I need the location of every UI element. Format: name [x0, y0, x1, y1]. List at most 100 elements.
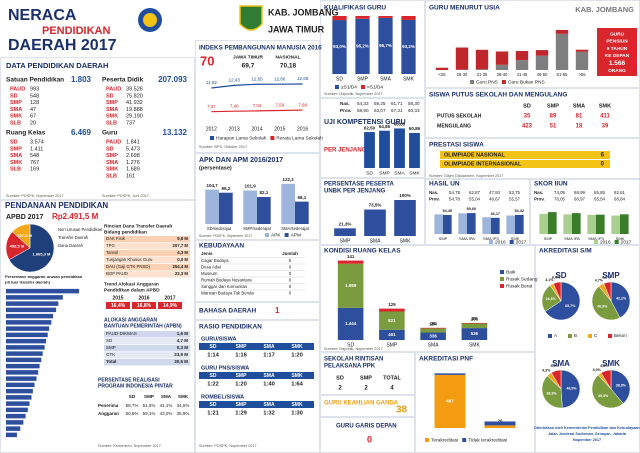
section-title: KONDISI RUANG KELAS: [324, 248, 401, 255]
text: SD: [106, 146, 114, 152]
bar: [6, 382, 35, 388]
data-label: 6,2%: [602, 276, 611, 280]
legend-swatch: [608, 334, 612, 338]
bar: [6, 420, 24, 425]
text: NASIONAL: [275, 54, 300, 60]
header-title: PENDIDIKAN: [42, 25, 111, 37]
section-title: RASIO PENDIDIKAN: [199, 324, 262, 331]
data-label: 100%: [399, 193, 411, 198]
text: SMK: [599, 103, 611, 109]
category-label: SMA: [394, 170, 405, 176]
text: 19.888: [126, 107, 143, 113]
data-label: 64,85: [379, 124, 391, 129]
table-header: [199, 343, 314, 350]
bar: [364, 209, 386, 236]
text: (persentase): [199, 165, 232, 171]
text: 69,7: [242, 63, 255, 70]
data-label: 59,69: [467, 207, 477, 211]
section-frame: [195, 153, 320, 240]
text: 169: [30, 167, 39, 173]
data-label: 7,52: [253, 103, 262, 108]
data-label: 11,92: [206, 80, 217, 85]
text: KE DEPAN: [605, 53, 630, 59]
legend-label: <S1/D4: [367, 84, 383, 90]
data-label: 184: [429, 322, 437, 327]
category-label: SD: [366, 170, 373, 176]
text: 1: [275, 306, 280, 315]
bar: [337, 260, 364, 264]
legend-label: Guru Bukan PNS: [508, 79, 545, 85]
text: 81: [576, 114, 583, 120]
bar: [458, 213, 467, 234]
bar: [6, 357, 42, 363]
text: DAU (Gaji GTK PNSD): [106, 264, 150, 269]
text: 35,9%: [177, 411, 190, 416]
logo-jombang: [239, 5, 263, 31]
text: Cagar Budaya: [201, 258, 229, 263]
section-title: HASIL UN: [429, 181, 460, 188]
text: PROGRAM INDONESIA PINTAR: [98, 383, 173, 389]
text: 207,7 M: [172, 243, 188, 248]
bar: [394, 200, 416, 236]
bar: [6, 301, 59, 306]
legend-label: Harapan Lama Sekolah: [216, 135, 267, 141]
text: PAUD: [106, 86, 121, 92]
legend-label: Rusak Sedang: [506, 276, 538, 282]
bar: [6, 370, 39, 375]
section-frame: [320, 395, 415, 417]
category-label: SMA: [380, 76, 392, 82]
table-row: [104, 352, 190, 359]
bar: [491, 217, 500, 234]
text: Guru: [102, 130, 118, 137]
table-row: [104, 264, 190, 271]
pie-slice: [550, 369, 562, 390]
bar: [535, 55, 549, 70]
text: SD: [10, 93, 18, 99]
text: 70,18: [280, 63, 297, 70]
text: 5 TAHUN: [607, 46, 628, 52]
text: 0: [289, 265, 292, 270]
data-label: 4,3%: [542, 368, 551, 372]
table-header: [199, 372, 314, 379]
prestasi-row: [440, 151, 610, 159]
legend-swatch: [568, 334, 572, 338]
text: Sumber: PDSPK, Juni 2017: [102, 194, 149, 198]
text: 2016: [138, 295, 149, 301]
text: 2: [364, 386, 368, 392]
data-label: 38,9%: [616, 383, 627, 387]
text: SMA: [161, 394, 172, 399]
category-label: SMA IPS: [483, 236, 499, 241]
trend-box: [132, 302, 156, 309]
data-label: 54,45: [443, 209, 453, 213]
text: 161: [126, 173, 135, 179]
text: GURU KEAHLIAN GANDA: [324, 401, 399, 407]
text: SEKOLAH RINTISAN: [324, 357, 383, 363]
category-label: SMA: [428, 342, 440, 348]
text: Non Urusan Pendidikan: [58, 227, 103, 232]
text: SMK: [106, 167, 118, 173]
text: 9,8 M: [177, 236, 188, 241]
chart-title: SMK: [602, 359, 620, 368]
category-label: 41-45: [517, 72, 528, 77]
category-label: SD: [347, 342, 354, 348]
text: 66,97: [574, 197, 586, 202]
data-label: 93,0%: [333, 44, 346, 49]
text: APBD 2017: [6, 214, 43, 221]
text: Prov.: [340, 108, 351, 113]
bar: [6, 345, 45, 350]
text: PAUD-DIKMAS: [106, 331, 137, 336]
table-row: [104, 345, 190, 352]
text: Rp2.491,5 M: [52, 212, 99, 221]
text: 1:20: [291, 353, 303, 359]
data-label: 20: [497, 419, 503, 424]
pie-slice: [12, 223, 31, 249]
text: 30,5 M: [174, 359, 188, 364]
text: 63,07: [374, 108, 386, 113]
legend-swatch: [588, 334, 592, 338]
text: 70: [200, 53, 214, 68]
category-label: >55: [578, 72, 586, 77]
bar: [620, 214, 629, 234]
data-label: 104,7: [207, 183, 219, 188]
text: 0: [601, 162, 605, 168]
